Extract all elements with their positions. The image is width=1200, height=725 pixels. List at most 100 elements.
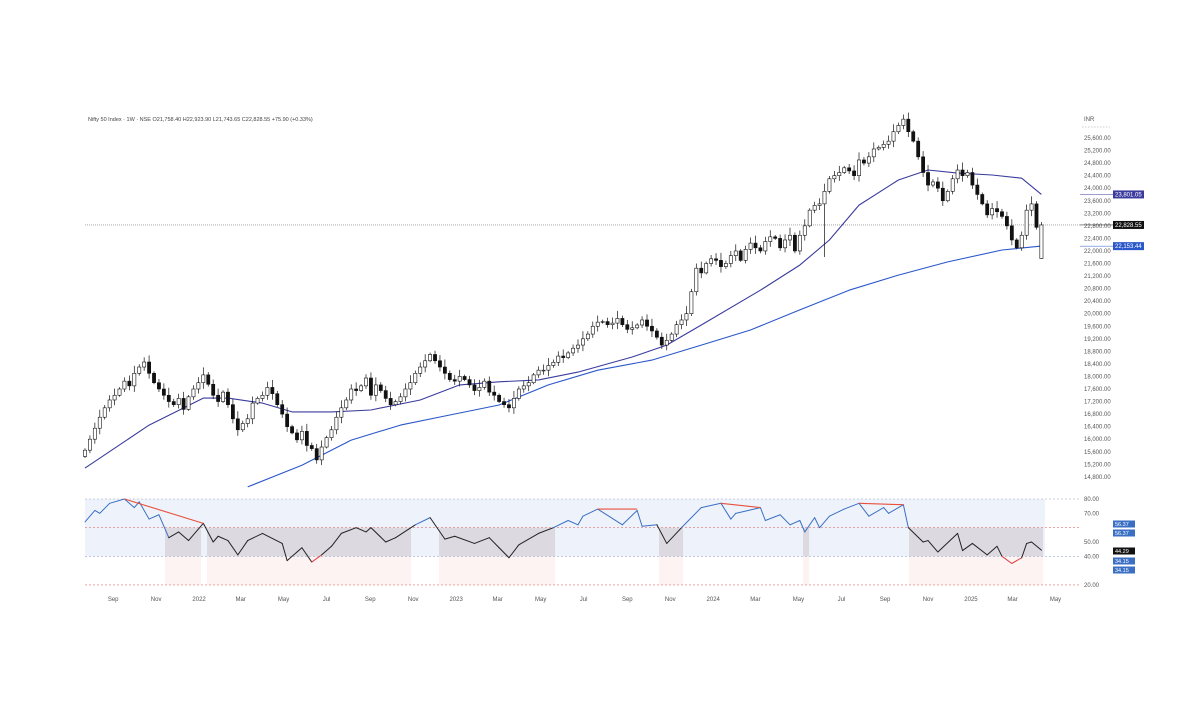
candle-body-bear xyxy=(738,250,743,261)
rsi-weak-zone xyxy=(397,527,400,557)
rsi-weak-zone xyxy=(211,527,214,557)
rsi-weak-zone xyxy=(481,527,484,557)
candle xyxy=(206,372,211,387)
price-tick-label: 15,200.00 xyxy=(1084,462,1111,468)
rsi-line xyxy=(84,498,1042,564)
candle xyxy=(896,122,901,134)
rsi-weak-zone xyxy=(543,527,546,557)
candle xyxy=(295,429,299,443)
rsi-weak-zone xyxy=(1021,527,1024,557)
candle xyxy=(369,372,373,400)
rsi-weak-zone xyxy=(521,527,524,557)
candle-body-bear xyxy=(1009,225,1014,241)
price-tick-label: 18,800.00 xyxy=(1084,349,1111,355)
rsi-lower-zone xyxy=(805,556,808,585)
rsi-segment xyxy=(227,540,239,556)
rsi-value-label-bg xyxy=(1113,529,1135,537)
rsi-lower-zone xyxy=(959,556,962,585)
rsi-weak-zone xyxy=(953,527,956,557)
rsi-segment xyxy=(868,507,885,517)
rsi-lower-zone xyxy=(929,556,932,585)
rsi-weak-zone xyxy=(185,527,188,557)
candle xyxy=(161,383,166,400)
price-axis[interactable]: 25,600.00 25,200.00 24,800.00 24,400.00 24,0… xyxy=(1080,136,1144,481)
rsi-axis[interactable]: 80.00 70.00 50.00 40.00 20.00 56.37 56.37 44.29… xyxy=(1084,497,1135,589)
rsi-segment xyxy=(902,504,909,529)
candle xyxy=(83,448,87,458)
candle-body-bull xyxy=(896,125,901,133)
candle-body-bear xyxy=(620,318,625,325)
rsi-lower-zone xyxy=(267,556,270,585)
ma-long-line xyxy=(247,245,1042,488)
rsi-weak-zone xyxy=(389,527,392,557)
rsi-weak-zone xyxy=(983,527,986,557)
rsi-weak-zone xyxy=(231,527,234,557)
rsi-lower-zone xyxy=(323,556,326,585)
candle-body-bull xyxy=(516,388,521,399)
time-tick-label: Mar xyxy=(493,597,503,603)
candle xyxy=(314,443,319,464)
candle xyxy=(640,316,644,329)
rsi-weak-zone xyxy=(921,527,924,557)
rsi-weak-zone xyxy=(283,527,286,557)
candle xyxy=(980,192,985,206)
candle-body-bear xyxy=(309,445,314,449)
candle xyxy=(166,387,171,408)
candle-body-bear xyxy=(654,330,659,338)
rsi-value-label-bg xyxy=(1113,566,1135,574)
candle-body-bull xyxy=(955,169,960,180)
candle-body-bear xyxy=(152,373,156,384)
rsi-weak-zone xyxy=(467,527,470,557)
candle xyxy=(773,234,778,240)
rsi-lower-zone xyxy=(1039,556,1042,585)
rsi-lower-zone xyxy=(221,556,224,585)
candle-body-bear xyxy=(1005,216,1009,227)
time-axis[interactable]: Sep Nov 2022 Mar May Jul Sep Nov 2023 Mar May Jul Se… xyxy=(108,597,1061,603)
rsi-value-label-bg xyxy=(1113,547,1135,555)
rsi-lower-zone xyxy=(503,556,506,585)
rsi-weak-zone xyxy=(195,527,198,557)
rsi-lower-zone xyxy=(459,556,462,585)
rsi-segment xyxy=(168,531,180,539)
candle-body-bull xyxy=(886,140,891,145)
rsi-segment xyxy=(759,507,766,521)
rsi-weak-zone xyxy=(357,527,360,557)
rsi-segment xyxy=(907,527,924,543)
rsi-weak-zone xyxy=(483,527,486,557)
candle xyxy=(492,385,497,401)
candle xyxy=(605,317,610,328)
rsi-lower-zone xyxy=(545,556,548,585)
rsi-lower-zone xyxy=(175,556,178,585)
candle xyxy=(931,179,935,188)
candle-body-bear xyxy=(911,131,916,142)
time-tick-label: Mar xyxy=(1007,597,1017,603)
candle xyxy=(201,367,206,389)
candle-body-bear xyxy=(270,387,275,395)
candle xyxy=(290,424,294,435)
rsi-weak-zone xyxy=(449,527,452,557)
candle-body-bull xyxy=(349,388,354,401)
rsi-weak-zone xyxy=(369,527,372,557)
rsi-lower-zone xyxy=(481,556,484,585)
candle-body-bear xyxy=(166,394,171,402)
rsi-lower-zone xyxy=(197,556,200,585)
rsi-segment xyxy=(385,537,397,543)
rsi-weak-zone xyxy=(985,527,988,557)
rsi-lower-zone xyxy=(207,556,210,585)
candle xyxy=(906,112,911,137)
rsi-weak-zone xyxy=(383,527,386,557)
candle xyxy=(364,374,368,389)
candle-body-bear xyxy=(650,325,654,332)
rsi-lower-zone xyxy=(407,556,410,585)
currency-label: INR xyxy=(1084,117,1095,123)
candle-body-bull xyxy=(817,203,822,206)
candle-body-bull xyxy=(191,388,196,398)
rsi-weak-zone xyxy=(455,527,458,557)
rsi-segment xyxy=(582,508,599,517)
candle xyxy=(635,323,640,330)
rsi-lower-zone xyxy=(501,556,504,585)
candle xyxy=(817,198,822,210)
rsi-lower-zone xyxy=(669,556,672,585)
rsi-lower-zone xyxy=(441,556,444,585)
rsi-lower-zone xyxy=(313,556,316,585)
